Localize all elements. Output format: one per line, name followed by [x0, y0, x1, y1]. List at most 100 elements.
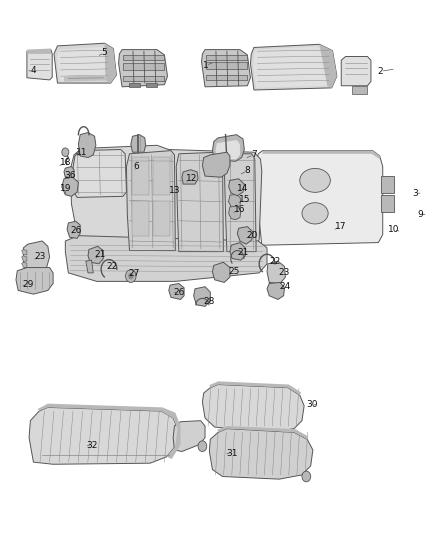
Text: 22: 22 [269, 257, 280, 265]
Polygon shape [57, 47, 111, 82]
Polygon shape [78, 133, 96, 158]
Polygon shape [229, 194, 241, 208]
Polygon shape [29, 407, 177, 464]
Polygon shape [352, 86, 367, 94]
Polygon shape [182, 169, 198, 184]
Polygon shape [64, 166, 74, 179]
Text: 23: 23 [34, 253, 46, 261]
Text: 13: 13 [169, 186, 180, 195]
Polygon shape [173, 421, 205, 451]
Ellipse shape [302, 203, 328, 224]
Polygon shape [256, 151, 383, 245]
Polygon shape [146, 83, 157, 87]
Polygon shape [217, 426, 308, 439]
Text: 1: 1 [203, 61, 209, 70]
Text: 32: 32 [86, 441, 97, 450]
Polygon shape [212, 262, 230, 282]
Polygon shape [202, 152, 230, 177]
Text: 5: 5 [102, 49, 107, 57]
Polygon shape [215, 140, 240, 159]
Text: 19: 19 [60, 184, 71, 193]
Text: 29: 29 [22, 279, 33, 288]
Polygon shape [319, 44, 337, 88]
Polygon shape [54, 43, 117, 83]
Text: 22: 22 [106, 262, 118, 271]
Polygon shape [123, 55, 163, 60]
Text: 14: 14 [237, 184, 249, 193]
Polygon shape [27, 49, 51, 54]
Polygon shape [21, 249, 27, 255]
Polygon shape [62, 177, 78, 196]
Polygon shape [105, 43, 117, 83]
Polygon shape [194, 287, 210, 306]
Text: 36: 36 [64, 171, 75, 180]
Text: 26: 26 [70, 227, 81, 236]
Ellipse shape [300, 168, 330, 192]
Polygon shape [132, 157, 149, 161]
Text: 17: 17 [335, 222, 346, 231]
Polygon shape [206, 55, 247, 60]
Polygon shape [267, 261, 286, 284]
Polygon shape [123, 76, 163, 82]
Text: 21: 21 [237, 248, 249, 257]
Polygon shape [253, 46, 332, 88]
Polygon shape [67, 221, 80, 238]
Text: 6: 6 [133, 162, 139, 171]
Polygon shape [202, 384, 304, 432]
Polygon shape [169, 284, 184, 300]
Text: 4: 4 [31, 67, 36, 75]
Text: 15: 15 [239, 195, 250, 204]
Text: 24: 24 [279, 282, 290, 291]
Text: 26: 26 [173, 287, 184, 296]
Polygon shape [262, 151, 380, 159]
Polygon shape [161, 407, 180, 459]
Polygon shape [152, 157, 170, 161]
Polygon shape [224, 154, 256, 252]
Text: 9: 9 [417, 210, 423, 219]
Polygon shape [127, 151, 175, 251]
Polygon shape [152, 201, 170, 236]
Text: 23: 23 [279, 269, 290, 277]
Text: 16: 16 [234, 205, 246, 214]
Polygon shape [86, 260, 93, 273]
Polygon shape [123, 63, 163, 70]
Polygon shape [71, 146, 262, 257]
Polygon shape [230, 243, 245, 260]
Circle shape [126, 270, 136, 282]
Polygon shape [237, 227, 253, 244]
Text: 12: 12 [186, 174, 197, 183]
Polygon shape [73, 150, 127, 197]
Polygon shape [206, 75, 247, 80]
Polygon shape [88, 246, 103, 264]
Polygon shape [251, 44, 337, 90]
Text: 18: 18 [60, 158, 71, 167]
Text: 31: 31 [226, 449, 238, 458]
Text: 2: 2 [378, 67, 383, 76]
Polygon shape [64, 75, 106, 82]
Polygon shape [206, 62, 247, 69]
Polygon shape [209, 381, 301, 395]
Polygon shape [132, 201, 149, 236]
Text: 21: 21 [95, 251, 106, 260]
Polygon shape [341, 56, 371, 86]
Text: 30: 30 [306, 400, 317, 409]
Text: 3: 3 [413, 189, 418, 198]
Text: 11: 11 [76, 148, 87, 157]
Text: 20: 20 [246, 231, 258, 240]
Polygon shape [267, 282, 285, 300]
Polygon shape [130, 83, 141, 87]
Text: 28: 28 [204, 296, 215, 305]
Polygon shape [229, 206, 241, 220]
Text: 27: 27 [128, 269, 140, 278]
Polygon shape [21, 256, 27, 261]
Polygon shape [21, 262, 27, 268]
Text: 8: 8 [244, 166, 250, 175]
Circle shape [302, 471, 311, 482]
Polygon shape [381, 195, 394, 212]
Polygon shape [65, 236, 267, 281]
Polygon shape [201, 50, 251, 87]
Polygon shape [119, 50, 167, 87]
Polygon shape [132, 160, 149, 195]
Polygon shape [176, 152, 223, 252]
Polygon shape [209, 429, 313, 479]
